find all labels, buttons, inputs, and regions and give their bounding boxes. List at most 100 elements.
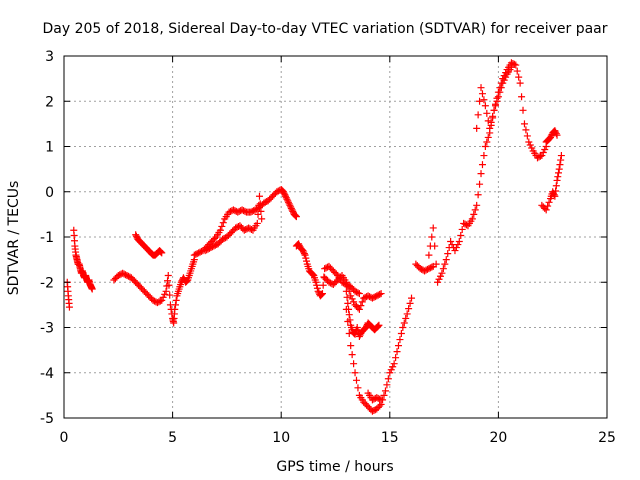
data-point bbox=[402, 314, 410, 322]
data-point bbox=[425, 251, 433, 259]
chart-title: Day 205 of 2018, Sidereal Day-to-day VTE… bbox=[42, 21, 607, 37]
data-marks bbox=[63, 59, 565, 415]
data-point bbox=[162, 287, 170, 295]
data-point bbox=[183, 277, 191, 285]
data-point bbox=[355, 305, 363, 313]
data-point bbox=[512, 61, 520, 69]
data-point bbox=[164, 277, 172, 285]
series-seg2 bbox=[70, 226, 96, 293]
data-point bbox=[538, 152, 546, 160]
data-point bbox=[434, 278, 442, 286]
data-point bbox=[350, 360, 358, 368]
data-point bbox=[499, 79, 507, 87]
data-point bbox=[318, 290, 326, 298]
data-point bbox=[444, 250, 452, 258]
data-point bbox=[342, 278, 350, 286]
x-tick-label: 5 bbox=[168, 430, 177, 446]
data-point bbox=[474, 111, 482, 119]
data-point bbox=[551, 127, 559, 135]
data-point bbox=[356, 331, 364, 339]
data-point bbox=[556, 161, 564, 169]
data-point bbox=[399, 324, 407, 331]
data-point bbox=[435, 275, 443, 283]
x-tick-label: 10 bbox=[272, 430, 290, 446]
data-point bbox=[519, 106, 527, 114]
data-point bbox=[442, 256, 450, 264]
y-tick-label: -4 bbox=[40, 366, 54, 382]
data-point bbox=[350, 298, 358, 306]
x-axis-label: GPS time / hours bbox=[276, 459, 393, 475]
data-point bbox=[390, 360, 398, 368]
data-point bbox=[429, 224, 437, 232]
data-point bbox=[441, 260, 449, 268]
data-point bbox=[376, 395, 384, 403]
data-point bbox=[476, 180, 484, 188]
data-point bbox=[406, 299, 414, 307]
data-point bbox=[471, 206, 479, 214]
data-point bbox=[551, 192, 559, 200]
data-point bbox=[513, 67, 521, 75]
data-point bbox=[172, 296, 180, 304]
y-tick-label: -2 bbox=[40, 275, 54, 291]
data-point bbox=[308, 270, 316, 278]
data-point bbox=[282, 194, 290, 202]
data-point bbox=[164, 271, 172, 279]
series-seg4 bbox=[132, 231, 166, 259]
data-point bbox=[219, 219, 227, 227]
data-point bbox=[536, 152, 544, 160]
data-point bbox=[477, 84, 485, 92]
data-point bbox=[483, 109, 491, 117]
data-point bbox=[496, 88, 504, 96]
data-point bbox=[428, 233, 436, 241]
data-point bbox=[166, 291, 174, 299]
data-point bbox=[354, 289, 362, 297]
series-seg9 bbox=[342, 287, 383, 341]
data-point bbox=[553, 176, 561, 184]
data-point bbox=[547, 132, 555, 140]
data-point bbox=[218, 222, 226, 230]
data-point bbox=[88, 285, 96, 293]
data-point bbox=[362, 324, 370, 331]
data-point bbox=[381, 387, 389, 395]
data-point bbox=[380, 391, 388, 399]
data-point bbox=[552, 128, 560, 136]
data-point bbox=[302, 254, 310, 262]
data-point bbox=[300, 248, 308, 256]
data-point bbox=[525, 138, 533, 146]
x-tick-label: 0 bbox=[60, 430, 69, 446]
data-point bbox=[542, 206, 550, 214]
data-point bbox=[478, 90, 486, 98]
y-tick-label: -3 bbox=[40, 321, 54, 337]
data-point bbox=[494, 93, 502, 101]
data-point bbox=[455, 238, 463, 246]
data-point bbox=[377, 396, 385, 404]
data-point bbox=[352, 376, 360, 384]
data-point bbox=[342, 287, 350, 295]
data-point bbox=[342, 305, 350, 313]
data-point bbox=[312, 278, 320, 286]
data-point bbox=[313, 281, 321, 289]
data-point bbox=[480, 96, 488, 104]
data-point bbox=[284, 198, 292, 206]
data-point bbox=[283, 195, 291, 203]
data-point bbox=[182, 277, 190, 285]
data-point bbox=[387, 366, 395, 374]
data-point bbox=[493, 97, 501, 105]
data-point bbox=[502, 73, 510, 81]
data-point bbox=[541, 146, 549, 154]
data-point bbox=[431, 242, 439, 250]
data-point bbox=[285, 200, 293, 208]
data-point bbox=[354, 384, 362, 392]
data-point bbox=[282, 192, 290, 200]
data-point bbox=[458, 225, 466, 233]
data-point bbox=[477, 170, 485, 178]
data-point bbox=[318, 290, 326, 298]
data-point bbox=[476, 97, 484, 105]
series-seg12 bbox=[412, 260, 437, 275]
data-point bbox=[132, 231, 140, 239]
y-tick-label: 3 bbox=[45, 49, 54, 65]
data-point bbox=[375, 321, 383, 329]
data-point bbox=[439, 265, 447, 273]
data-point bbox=[211, 235, 219, 243]
data-point bbox=[309, 271, 317, 279]
